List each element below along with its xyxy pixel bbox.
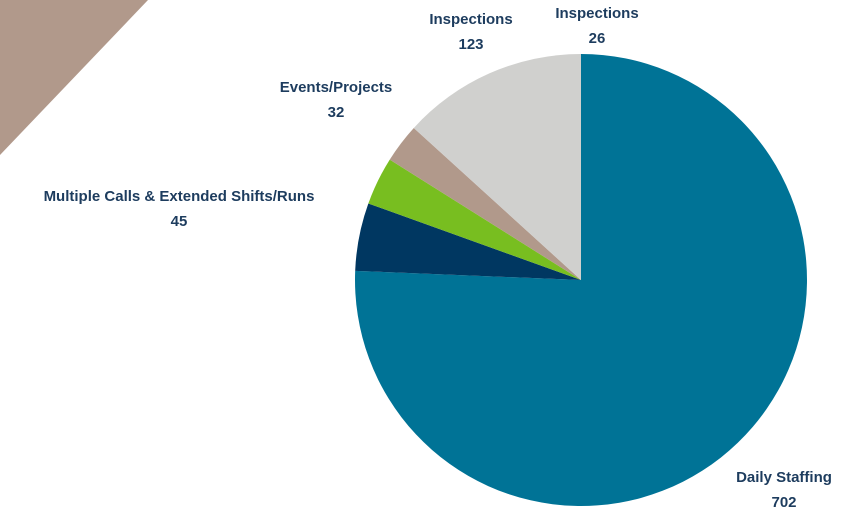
decoration — [0, 0, 148, 155]
slice-label: Daily Staffing — [736, 469, 832, 486]
slice-label: Inspections — [429, 11, 512, 28]
slice-value: 45 — [171, 213, 188, 230]
pie-slice — [355, 54, 807, 507]
slice-value: 702 — [771, 494, 796, 511]
pie-slice — [368, 159, 581, 280]
slice-value: 26 — [589, 30, 606, 47]
slice-label: Events/Projects — [280, 79, 393, 96]
pie-slice — [355, 203, 581, 280]
slice-value: 123 — [458, 36, 483, 53]
pie-slice — [413, 53, 581, 280]
slice-label: Inspections — [555, 5, 638, 22]
slice-value: 32 — [328, 104, 345, 121]
slice-label: Multiple Calls & Extended Shifts/Runs — [44, 188, 315, 205]
pie-slice — [389, 127, 581, 280]
